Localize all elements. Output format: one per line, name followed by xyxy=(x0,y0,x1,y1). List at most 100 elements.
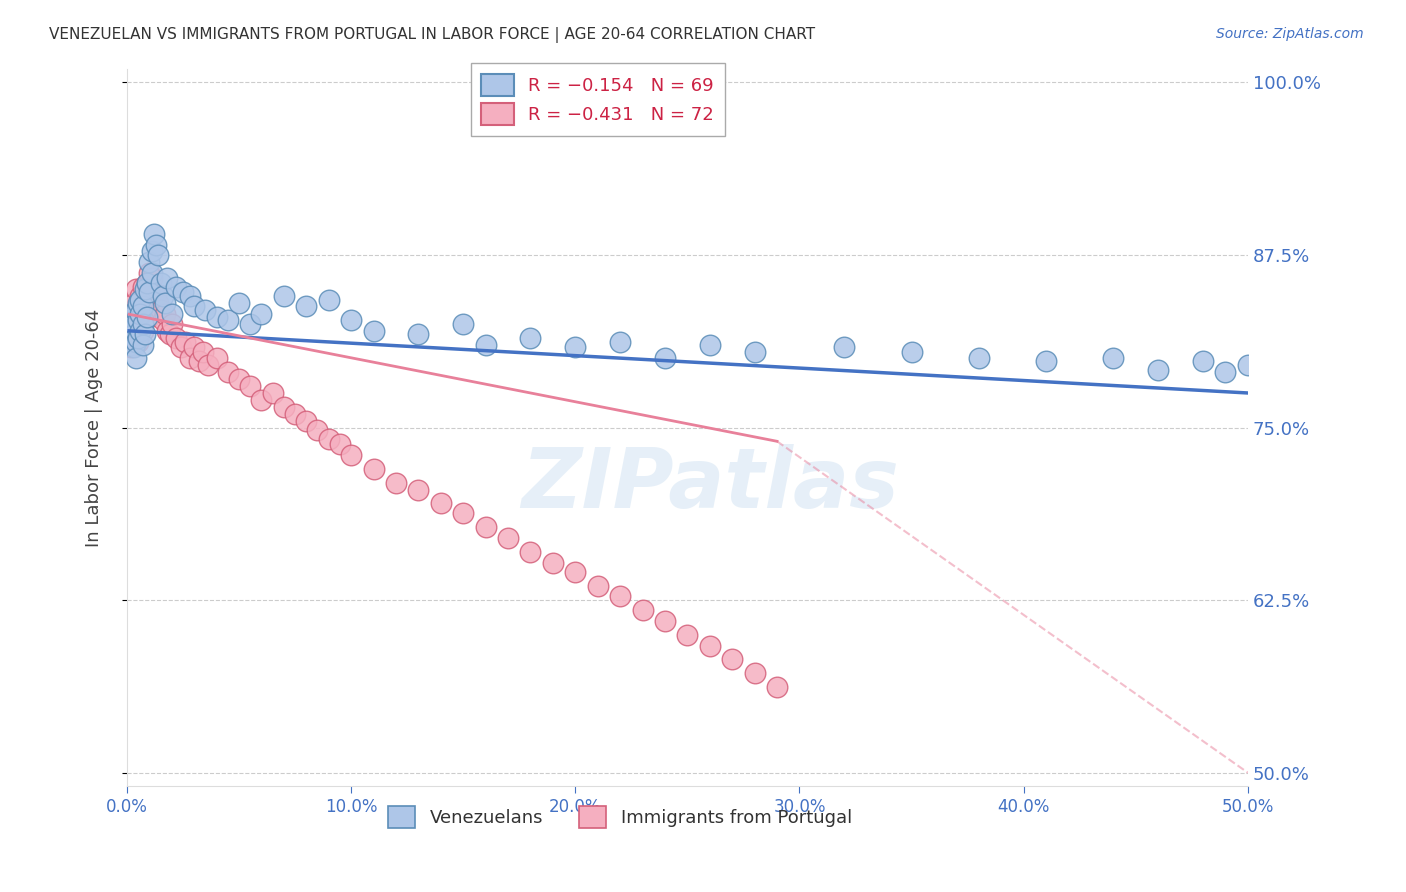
Point xyxy=(197,359,219,373)
Point xyxy=(766,680,789,694)
Point xyxy=(120,337,142,351)
Point xyxy=(138,255,160,269)
Point xyxy=(474,520,496,534)
Text: Source: ZipAtlas.com: Source: ZipAtlas.com xyxy=(1216,27,1364,41)
Point xyxy=(148,248,170,262)
Point xyxy=(127,331,149,345)
Point xyxy=(1102,351,1125,366)
Point xyxy=(1147,362,1170,376)
Point xyxy=(165,331,187,345)
Point xyxy=(129,307,152,321)
Point xyxy=(363,462,385,476)
Point xyxy=(122,326,145,341)
Point xyxy=(170,340,193,354)
Point xyxy=(134,313,156,327)
Point xyxy=(609,334,631,349)
Point xyxy=(141,266,163,280)
Point xyxy=(127,334,149,349)
Point xyxy=(142,227,165,242)
Point xyxy=(183,299,205,313)
Point xyxy=(834,340,856,354)
Point xyxy=(120,321,142,335)
Point xyxy=(363,324,385,338)
Point xyxy=(136,276,159,290)
Point xyxy=(136,310,159,324)
Point xyxy=(152,313,174,327)
Point xyxy=(127,313,149,327)
Point xyxy=(1237,359,1260,373)
Point xyxy=(194,303,217,318)
Point xyxy=(125,303,148,318)
Point xyxy=(129,289,152,303)
Point xyxy=(127,317,149,331)
Point xyxy=(122,296,145,310)
Point xyxy=(385,475,408,490)
Point xyxy=(122,317,145,331)
Text: ZIPatlas: ZIPatlas xyxy=(520,444,898,525)
Y-axis label: In Labor Force | Age 20-64: In Labor Force | Age 20-64 xyxy=(86,309,103,547)
Point xyxy=(519,331,541,345)
Point xyxy=(172,285,194,300)
Point xyxy=(160,317,183,331)
Point xyxy=(159,326,181,341)
Point xyxy=(129,324,152,338)
Point xyxy=(125,326,148,341)
Point xyxy=(250,392,273,407)
Point xyxy=(1215,365,1237,379)
Point xyxy=(284,407,307,421)
Point xyxy=(496,531,519,545)
Point xyxy=(134,293,156,308)
Point xyxy=(541,556,564,570)
Point xyxy=(228,296,250,310)
Point xyxy=(125,282,148,296)
Point xyxy=(131,324,153,338)
Point xyxy=(217,313,239,327)
Point xyxy=(1192,354,1215,368)
Point xyxy=(153,296,176,310)
Point xyxy=(174,334,197,349)
Point xyxy=(699,639,721,653)
Point xyxy=(273,400,295,414)
Point xyxy=(408,326,430,341)
Point xyxy=(429,496,451,510)
Point xyxy=(129,307,152,321)
Point xyxy=(127,299,149,313)
Point xyxy=(118,324,141,338)
Point xyxy=(187,354,209,368)
Point xyxy=(134,282,156,296)
Point xyxy=(699,337,721,351)
Point xyxy=(148,296,170,310)
Point xyxy=(262,386,284,401)
Point xyxy=(631,603,654,617)
Point xyxy=(1035,354,1057,368)
Point xyxy=(183,340,205,354)
Point xyxy=(474,337,496,351)
Point xyxy=(141,244,163,258)
Point xyxy=(586,579,609,593)
Point xyxy=(744,344,766,359)
Point xyxy=(120,310,142,324)
Point xyxy=(125,351,148,366)
Point xyxy=(156,271,179,285)
Point xyxy=(408,483,430,497)
Point xyxy=(118,331,141,345)
Point xyxy=(153,307,176,321)
Point xyxy=(127,296,149,310)
Point xyxy=(122,340,145,354)
Point xyxy=(205,351,228,366)
Point xyxy=(165,279,187,293)
Point xyxy=(131,299,153,313)
Point xyxy=(120,310,142,324)
Point xyxy=(744,666,766,681)
Point xyxy=(120,340,142,354)
Point xyxy=(451,317,474,331)
Point xyxy=(149,303,172,318)
Point xyxy=(564,340,586,354)
Point xyxy=(131,337,153,351)
Point xyxy=(519,545,541,559)
Point xyxy=(609,589,631,603)
Point xyxy=(149,276,172,290)
Point xyxy=(250,307,273,321)
Point xyxy=(451,506,474,520)
Point xyxy=(273,289,295,303)
